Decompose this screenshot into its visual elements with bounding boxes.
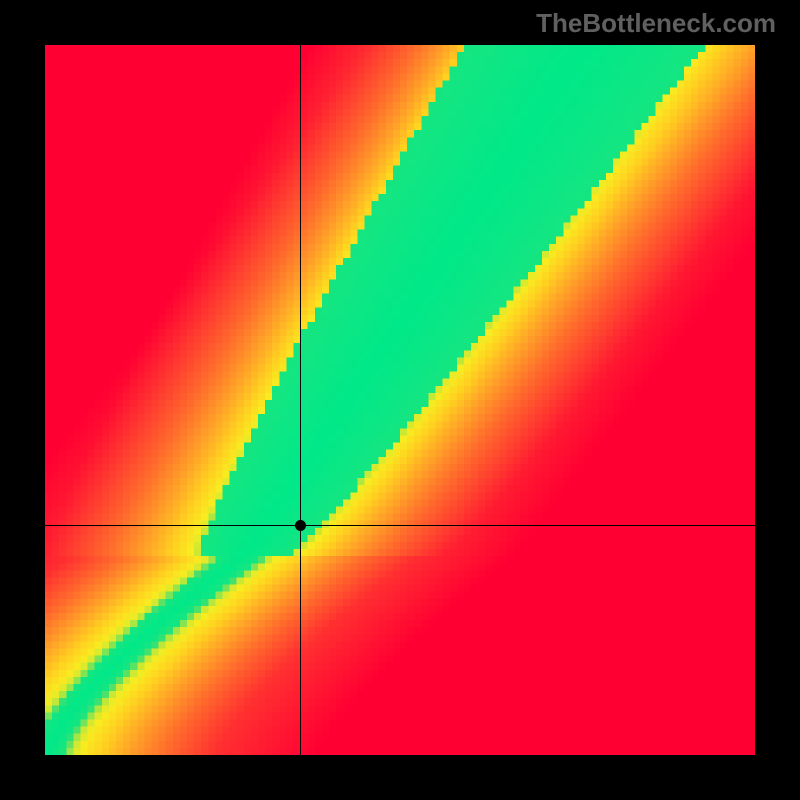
heatmap-canvas (45, 45, 755, 755)
attribution-text: TheBottleneck.com (536, 8, 776, 39)
plot-area (45, 45, 755, 755)
crosshair-horizontal (45, 525, 755, 526)
crosshair-vertical (300, 45, 301, 755)
chart-frame: TheBottleneck.com (0, 0, 800, 800)
